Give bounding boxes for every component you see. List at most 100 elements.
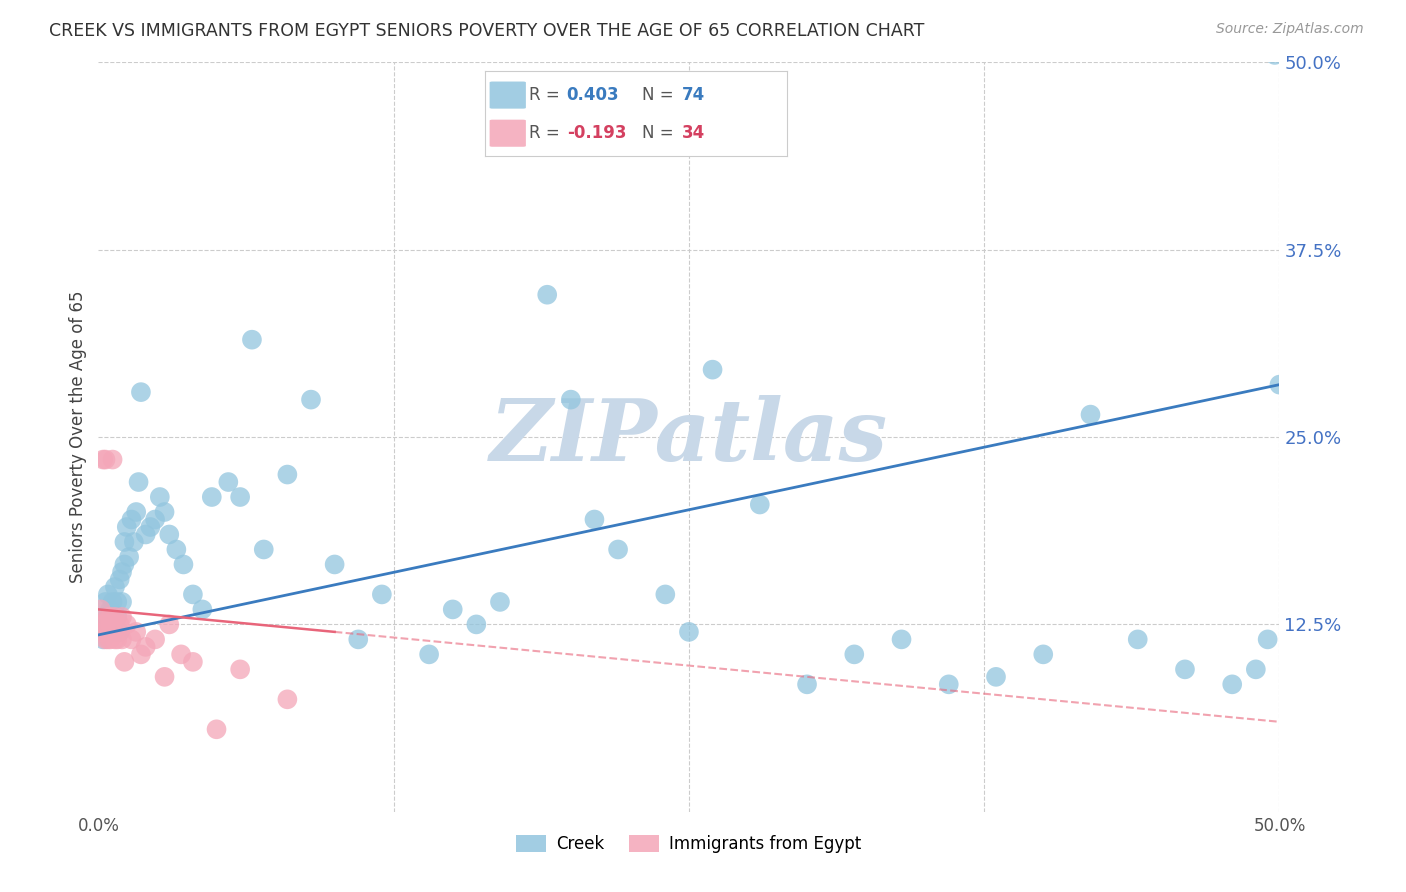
Point	[94, 632, 117, 647]
Point	[157, 527, 180, 541]
Point	[108, 617, 131, 632]
Point	[122, 535, 145, 549]
Point	[129, 648, 152, 662]
Point	[890, 632, 912, 647]
Point	[135, 640, 157, 654]
FancyBboxPatch shape	[489, 81, 526, 109]
Point	[748, 498, 770, 512]
Point	[108, 573, 131, 587]
Point	[105, 595, 128, 609]
Point	[1032, 648, 1054, 662]
Point	[112, 655, 135, 669]
Point	[104, 580, 127, 594]
Point	[105, 632, 128, 647]
Point	[98, 610, 121, 624]
Point	[217, 475, 239, 489]
Point	[347, 632, 370, 647]
Point	[98, 617, 121, 632]
Text: -0.193: -0.193	[567, 124, 626, 142]
Point	[101, 610, 124, 624]
Text: R =: R =	[529, 87, 565, 104]
Point	[112, 535, 135, 549]
Legend: Creek, Immigrants from Egypt: Creek, Immigrants from Egypt	[509, 828, 869, 860]
Point	[253, 542, 276, 557]
Point	[90, 602, 112, 616]
Point	[1244, 662, 1267, 676]
Point	[143, 512, 166, 526]
Point	[108, 624, 131, 639]
Point	[489, 595, 512, 609]
Point	[191, 602, 214, 616]
Point	[101, 595, 124, 609]
Point	[1080, 408, 1102, 422]
Point	[181, 587, 204, 601]
Point	[938, 677, 960, 691]
Point	[153, 670, 176, 684]
Point	[201, 490, 224, 504]
Point	[583, 512, 606, 526]
Point	[240, 333, 263, 347]
Point	[129, 385, 152, 400]
Point	[323, 558, 346, 572]
Point	[165, 542, 187, 557]
FancyBboxPatch shape	[489, 120, 526, 147]
Point	[1220, 677, 1243, 691]
Point	[702, 362, 724, 376]
Point	[111, 632, 134, 647]
Point	[91, 624, 114, 639]
Point	[125, 505, 148, 519]
Point	[678, 624, 700, 639]
Point	[94, 624, 117, 639]
Point	[101, 624, 124, 639]
Point	[418, 648, 440, 662]
Text: R =: R =	[529, 124, 565, 142]
Point	[94, 452, 117, 467]
Point	[1126, 632, 1149, 647]
Point	[97, 587, 120, 601]
Point	[607, 542, 630, 557]
Point	[91, 452, 114, 467]
Point	[101, 452, 124, 467]
Point	[104, 610, 127, 624]
Point	[157, 617, 180, 632]
Point	[121, 512, 143, 526]
Point	[172, 558, 194, 572]
Point	[98, 602, 121, 616]
Point	[796, 677, 818, 691]
Point	[205, 723, 228, 737]
Point	[104, 624, 127, 639]
Point	[149, 490, 172, 504]
Point	[844, 648, 866, 662]
Point	[139, 520, 162, 534]
Point	[229, 490, 252, 504]
Text: ZIPatlas: ZIPatlas	[489, 395, 889, 479]
Text: 34: 34	[682, 124, 704, 142]
Point	[111, 610, 134, 624]
Point	[181, 655, 204, 669]
Point	[97, 610, 120, 624]
Text: 74: 74	[682, 87, 704, 104]
Text: N =: N =	[643, 87, 679, 104]
Point	[115, 520, 138, 534]
Point	[125, 624, 148, 639]
Point	[98, 624, 121, 639]
Point	[97, 632, 120, 647]
Point	[91, 632, 114, 647]
Point	[371, 587, 394, 601]
Point	[153, 505, 176, 519]
Text: Source: ZipAtlas.com: Source: ZipAtlas.com	[1216, 22, 1364, 37]
Point	[465, 617, 488, 632]
Point	[94, 617, 117, 632]
Point	[111, 595, 134, 609]
Point	[115, 617, 138, 632]
Point	[1268, 377, 1291, 392]
Point	[94, 595, 117, 609]
Point	[143, 632, 166, 647]
Point	[170, 648, 193, 662]
Text: CREEK VS IMMIGRANTS FROM EGYPT SENIORS POVERTY OVER THE AGE OF 65 CORRELATION CH: CREEK VS IMMIGRANTS FROM EGYPT SENIORS P…	[49, 22, 925, 40]
Point	[111, 565, 134, 579]
Point	[229, 662, 252, 676]
Point	[90, 617, 112, 632]
Point	[1257, 632, 1279, 647]
Point	[98, 632, 121, 647]
